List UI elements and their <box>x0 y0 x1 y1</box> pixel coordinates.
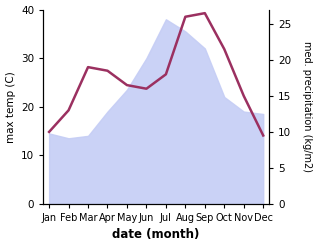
X-axis label: date (month): date (month) <box>113 228 200 242</box>
Y-axis label: max temp (C): max temp (C) <box>5 71 16 143</box>
Y-axis label: med. precipitation (kg/m2): med. precipitation (kg/m2) <box>302 41 313 172</box>
